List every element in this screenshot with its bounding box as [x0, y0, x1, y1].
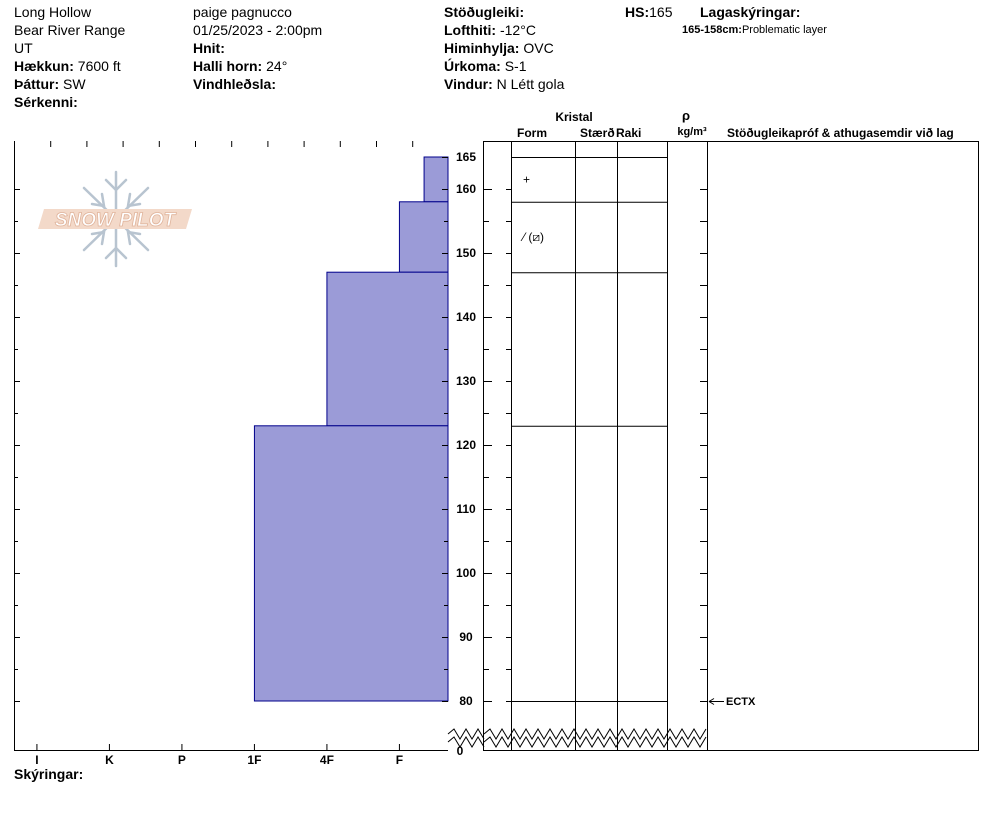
sky-value: OVC [523, 40, 554, 56]
precip-label: Úrkoma: [444, 58, 501, 74]
comments-header: Stöðugleikapróf & athugasemdir við lag [727, 126, 954, 140]
notes-label: Skýringar: [14, 766, 84, 782]
slope-label: Halli horn: [193, 58, 263, 74]
air-temp-row: Lofthiti: -12°C [444, 21, 536, 39]
coords-label: Hnit: [193, 40, 225, 56]
y-tick-label: 110 [456, 502, 476, 516]
snowpilot-logo: SNOW PILOT [38, 170, 192, 268]
form-symbol-2: ⁄ (⧄) [520, 230, 544, 244]
wind-row: Vindur: N Létt gola [444, 75, 564, 93]
elevation-value: 7600 ft [77, 58, 121, 74]
density-unit-header: kg/m³ [677, 126, 707, 138]
y-tick-label: 160 [456, 182, 476, 196]
legend-label: Lagaskýringar: [700, 4, 801, 20]
location: Long Hollow [14, 4, 92, 20]
x-tick-label-F: F [396, 753, 403, 767]
layer-bar-2 [398, 201, 449, 273]
air-temp-value: -12°C [499, 22, 536, 38]
legend-row: 165-158cm:Problematic layer [682, 22, 827, 38]
wind-value: N Létt gola [496, 76, 565, 92]
features-label: Sérkenni: [14, 94, 78, 110]
layer-bar-3 [326, 271, 449, 427]
y-tick-label: 130 [456, 374, 476, 388]
y-tick-label: 165 [456, 150, 476, 164]
form-symbol-1: + [523, 172, 530, 186]
aspect-label: Þáttur: [14, 76, 60, 92]
stability-label: Stöðugleiki: [444, 4, 525, 20]
wind-label: Vindur: [444, 76, 493, 92]
aspect-value: SW [63, 76, 86, 92]
sky-label: Himinhylja: [444, 40, 520, 56]
x-tick-label-4F: 4F [320, 753, 334, 767]
datetime: 01/25/2023 - 2:00pm [193, 22, 323, 38]
y-tick-label: 150 [456, 246, 476, 260]
crystal-header: Kristal [555, 110, 592, 124]
state: UT [14, 40, 33, 56]
y-tick-label: 120 [456, 438, 476, 452]
elevation-row: Hækkun: 7600 ft [14, 57, 121, 75]
slope-row: Halli horn: 24° [193, 57, 287, 75]
air-temp-label: Lofthiti: [444, 22, 497, 38]
precip-row: Úrkoma: S-1 [444, 57, 526, 75]
precip-value: S-1 [504, 58, 527, 74]
aspect-row: Þáttur: SW [14, 75, 86, 93]
form-header: Form [517, 126, 547, 140]
y-tick-label: 100 [456, 566, 476, 580]
size-header: Stærð [580, 126, 615, 140]
observer: paige pagnucco [193, 4, 292, 20]
layer-bar-4 [253, 425, 449, 702]
y-tick-label-zero: 0 [457, 744, 464, 758]
y-tick-label: 90 [459, 630, 473, 644]
wind-loading-label: Vindhleðsla: [193, 76, 276, 92]
hs-row: HS:165 [625, 3, 672, 21]
elevation-label: Hækkun: [14, 58, 74, 74]
range: Bear River Range [14, 22, 126, 38]
test-label-1: ECTX [726, 696, 756, 708]
layer-bar-1 [423, 156, 449, 203]
slope-value: 24° [266, 58, 288, 74]
x-tick-label-1F: 1F [247, 753, 261, 767]
legend-text: Problematic layer [741, 24, 827, 36]
legend-range: 165-158cm: [682, 24, 742, 36]
moisture-header: Raki [616, 126, 641, 140]
hs-label: HS: [625, 4, 650, 20]
y-tick-label: 140 [456, 310, 476, 324]
sky-row: Himinhylja: OVC [444, 39, 554, 57]
x-tick-label-K: K [105, 753, 114, 767]
x-tick-label-P: P [178, 753, 186, 767]
hs-value: 165 [649, 4, 673, 20]
rho-header: ρ [682, 108, 690, 123]
x-tick-label-I: I [35, 753, 38, 767]
axis-break [447, 728, 707, 748]
logo-text: SNOW PILOT [55, 210, 177, 231]
y-tick-label: 80 [459, 694, 473, 708]
